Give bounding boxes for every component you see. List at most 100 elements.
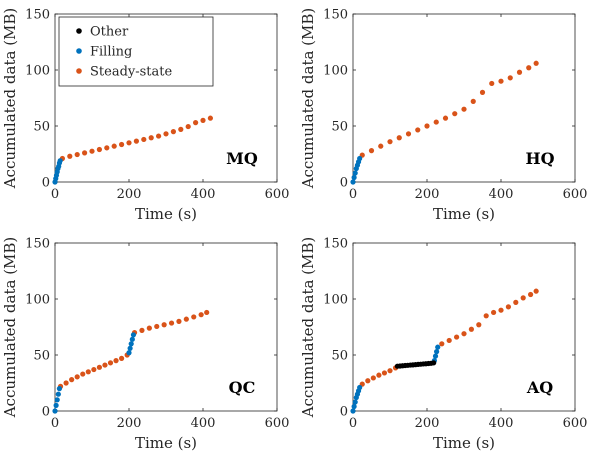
legend-entry-label: Filling [90,45,132,60]
point-steady-state [507,75,513,81]
point-steady-state [183,316,189,322]
point-steady-state [63,380,69,386]
point-steady-state [365,378,371,384]
point-filling [350,179,356,185]
axes-box [352,242,576,412]
y-tick-label: 150 [323,237,348,252]
axes-box [352,13,576,183]
legend-marker [76,68,82,74]
point-steady-state [89,148,95,154]
y-axis-label: Accumulated data (MB) [1,237,19,419]
point-steady-state [107,360,114,366]
y-tick-label: 100 [25,293,50,308]
y-axis-label: Accumulated data (MB) [1,8,19,190]
y-tick-label: 0 [340,176,348,191]
x-tick-label: 400 [191,416,216,431]
legend-entry-label: Other [90,25,129,40]
panel-label: QC [229,378,256,397]
point-filling [357,155,363,162]
point-filling [352,170,358,176]
point-steady-state [533,60,539,66]
point-steady-state [102,362,108,368]
point-filling [54,397,60,403]
point-steady-state [178,126,184,132]
x-tick-label: 600 [265,187,290,202]
point-steady-state [161,322,167,328]
point-steady-state [468,326,474,332]
y-tick-label: 150 [25,237,50,252]
chart-panel-qc: 0 200 400 600 0 50 100 150 Time (s) Accumulated d… [1,237,289,453]
legend-box [58,16,214,87]
point-steady-state [483,313,489,319]
point-filling [130,332,137,338]
chart-panel-hq: 0 200 400 600 0 50 100 150 Time (s) Accumulated d… [299,8,587,224]
point-filling [357,384,363,391]
y-tick-label: 0 [340,405,348,420]
point-steady-state [491,309,497,316]
x-tick-label: 400 [489,416,514,431]
y-tick-label: 150 [323,8,348,23]
x-tick-label: 400 [489,187,514,202]
point-steady-state [498,78,504,84]
y-axis-label: Accumulated data (MB) [299,8,317,190]
point-filling [129,336,135,342]
point-steady-state [74,374,80,380]
point-steady-state [520,295,526,301]
point-steady-state [439,341,445,347]
axes-box [54,242,278,412]
point-steady-state [470,98,476,104]
axes-box [54,13,278,183]
point-filling [351,174,357,181]
point-steady-state [141,136,147,143]
point-steady-state [489,80,495,87]
point-steady-state [516,69,523,75]
chart-panel-mq: 0 200 400 600 0 50 100 150 Time (s) Accumulated d… [1,8,289,224]
point-filling [352,399,358,405]
panel-label: HQ [525,149,554,168]
y-tick-label: 0 [42,405,50,420]
panel-label: MQ [226,149,258,168]
point-steady-state [405,131,412,137]
y-tick-label: 100 [323,64,348,79]
x-tick-label: 0 [51,187,59,202]
point-steady-state [74,151,80,158]
legend-marker [76,48,82,54]
point-steady-state [370,375,376,381]
point-steady-state [119,141,125,148]
point-steady-state [528,291,534,298]
y-tick-label: 100 [323,293,348,308]
point-steady-state [526,65,532,71]
y-tick-label: 50 [331,120,348,135]
point-steady-state [446,337,452,344]
point-steady-state [170,129,176,135]
point-other [431,360,437,366]
y-tick-label: 100 [25,64,50,79]
point-steady-state [85,369,91,375]
point-steady-state [505,304,511,310]
x-axis-label: Time (s) [135,434,197,452]
point-steady-state [80,371,86,377]
point-steady-state [476,322,482,328]
point-steady-state [433,119,439,125]
point-steady-state [200,117,206,123]
x-tick-label: 400 [191,187,216,202]
point-filling [126,350,132,356]
point-steady-state [191,314,197,320]
point-steady-state [461,331,467,337]
point-steady-state [67,153,73,159]
x-axis-label: Time (s) [433,205,495,223]
point-steady-state [204,309,210,316]
x-tick-label: 200 [117,416,142,431]
x-tick-label: 0 [349,187,357,202]
legend-entry-label: Steady-state [90,65,173,80]
x-tick-label: 600 [563,187,588,202]
point-steady-state [193,120,199,126]
x-tick-label: 200 [415,416,440,431]
point-steady-state [387,139,393,145]
point-filling [128,341,134,347]
y-tick-label: 50 [33,120,50,135]
point-steady-state [154,323,160,330]
point-steady-state [96,146,102,153]
point-steady-state [146,325,152,331]
point-steady-state [82,150,88,156]
